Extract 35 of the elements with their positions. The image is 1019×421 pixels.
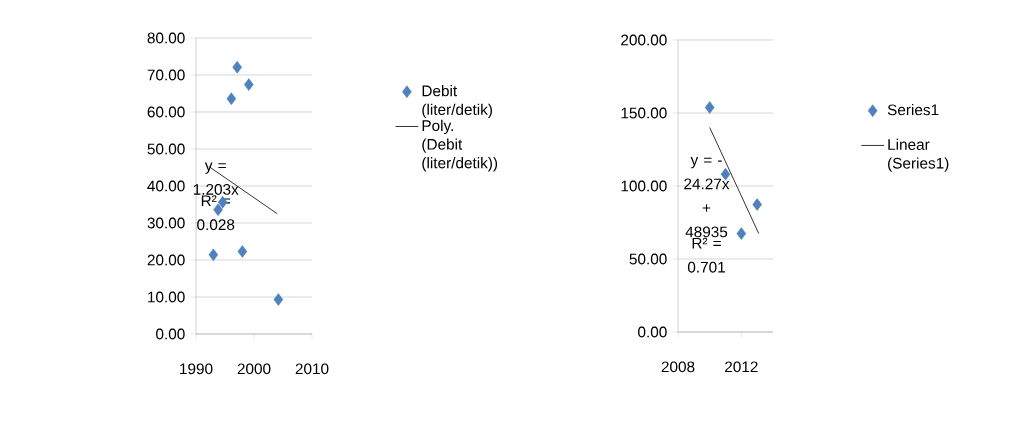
annotation: R² = 0.701 [687,237,725,273]
point [237,245,248,258]
point [736,227,747,240]
point [273,293,284,306]
legend-label: Series1 [887,104,939,116]
y-tick-label: 10.00 [148,291,185,303]
y-tick-label: 60.00 [147,106,185,118]
y-tick-label: 150.00 [621,107,667,119]
point [232,60,242,74]
legend-label: Debit (liter/detik) [422,85,492,118]
y-tick-label: 50.00 [147,143,185,155]
y-tick-label: 40.00 [147,180,185,192]
point [244,78,254,91]
x-tick-label: 1990 [180,363,213,375]
y-tick-label: 0.00 [638,326,667,338]
x-tick-label: 2000 [237,363,271,375]
y-tick-label: 50.00 [629,253,667,265]
y-tick-label: 70.00 [147,69,185,81]
y-tick-label: 20.00 [147,254,185,266]
x-tick-label: 2010 [295,363,329,375]
y-tick-label: 80.00 [147,32,185,44]
x-tick-label: 2008 [661,361,695,373]
y-tick-label: 200.00 [621,34,667,46]
y-tick-label: 30.00 [147,217,185,229]
point [752,198,762,211]
legend-label: Poly. (Debit (liter/detik)) [422,119,498,172]
annotation: y = -24.27x + 48935 [684,157,730,238]
y-tick-label: 0.00 [156,328,185,340]
legend-label: Linear (Series1) [888,138,949,172]
x-tick-label: 2012 [725,361,758,373]
y-tick-label: 100.00 [621,180,667,192]
point [704,101,715,114]
annotation: y = 1.203x [193,162,239,195]
point [226,92,237,105]
point [208,248,219,262]
